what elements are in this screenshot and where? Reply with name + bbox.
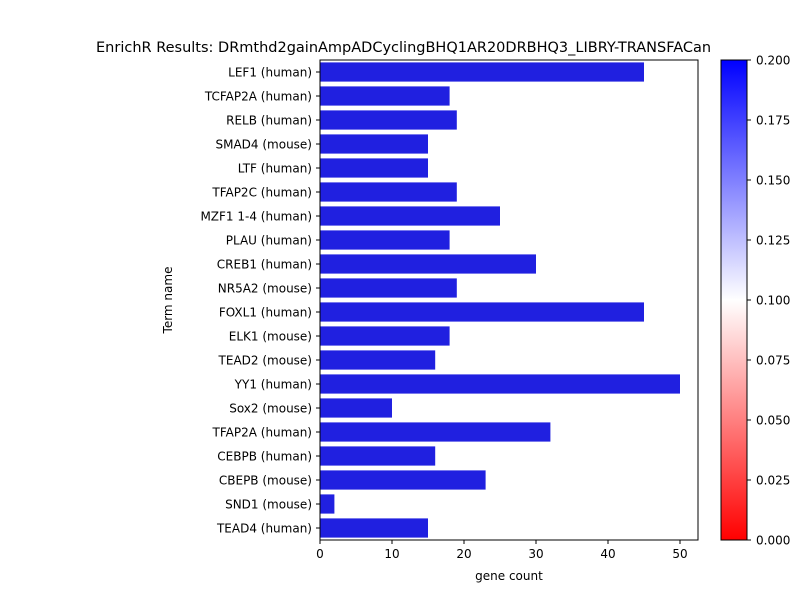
y-tick-label: Sox2 (mouse): [229, 402, 312, 416]
y-tick-label: SND1 (mouse): [225, 498, 312, 512]
y-tick-label: TEAD4 (human): [216, 522, 312, 536]
colorbar-tick-label: 0.100: [756, 294, 790, 308]
x-tick-label: 30: [528, 547, 543, 561]
bar: [320, 398, 392, 418]
colorbar-ticks: 0.000 0.025 0.050 0.075 0.100 0.125 0.150 0.175…: [747, 54, 790, 548]
bar: [320, 278, 457, 298]
plot-area: LEF1 (human) TCFAP2A (human) RELB (human) S…: [200, 59, 699, 561]
x-axis-ticks: 0 10 20 30 40 50: [316, 540, 688, 561]
x-axis-label: gene count: [475, 569, 543, 583]
bar: [320, 446, 436, 466]
y-tick-label: RELB (human): [226, 114, 312, 128]
bar: [320, 254, 536, 274]
bar: [320, 110, 457, 130]
colorbar-tick-label: 0.050: [756, 414, 790, 428]
bar: [320, 206, 500, 226]
colorbar-gradient: [720, 59, 748, 541]
bar: [320, 158, 428, 178]
colorbar-tick-label: 0.025: [756, 474, 790, 488]
colorbar-tick-label: 0.000: [756, 534, 790, 548]
colorbar-tick-label: 0.200: [756, 54, 790, 68]
colorbar-tick-label: 0.150: [756, 174, 790, 188]
y-tick-label: TFAP2A (human): [212, 426, 312, 440]
bar: [320, 134, 428, 154]
bar: [320, 86, 450, 106]
y-tick-label: MZF1 1-4 (human): [200, 210, 312, 224]
bar: [320, 518, 428, 538]
bar: [320, 470, 486, 490]
bar: [320, 302, 644, 322]
y-tick-label: CBEPB (mouse): [219, 474, 312, 488]
bar: [320, 326, 450, 346]
y-tick-label: LEF1 (human): [228, 66, 312, 80]
y-tick-label: SMAD4 (mouse): [215, 138, 312, 152]
bar: [320, 350, 436, 370]
y-tick-label: CREB1 (human): [217, 258, 312, 272]
x-tick-label: 50: [672, 547, 687, 561]
colorbar-tick-label: 0.075: [756, 354, 790, 368]
y-tick-label: CEBPB (human): [217, 450, 312, 464]
y-tick-label: NR5A2 (mouse): [218, 282, 312, 296]
bar-series: [320, 62, 680, 538]
y-tick-label: PLAU (human): [226, 234, 312, 248]
y-tick-label: FOXL1 (human): [219, 306, 312, 320]
bar: [320, 494, 335, 514]
plot-frame: [319, 59, 699, 541]
y-tick-label: ELK1 (mouse): [229, 330, 312, 344]
x-tick-label: 10: [384, 547, 399, 561]
bar: [320, 422, 551, 442]
bar: [320, 182, 457, 202]
chart-title: EnrichR Results: DRmthd2gainAmpADCycling…: [96, 40, 711, 56]
y-axis-label: Term name: [161, 267, 175, 335]
bar: [320, 62, 644, 82]
y-tick-label: YY1 (human): [234, 378, 312, 392]
x-tick-label: 20: [456, 547, 471, 561]
y-tick-label: TEAD2 (mouse): [218, 354, 312, 368]
y-tick-label: LTF (human): [238, 162, 312, 176]
colorbar-tick-label: 0.125: [756, 234, 790, 248]
colorbar-tick-label: 0.175: [756, 114, 790, 128]
y-axis-ticks: LEF1 (human) TCFAP2A (human) RELB (human) S…: [200, 66, 320, 536]
x-tick-label: 40: [600, 547, 615, 561]
colorbar: 0.000 0.025 0.050 0.075 0.100 0.125 0.150 0.175…: [720, 54, 790, 548]
y-tick-label: TCFAP2A (human): [204, 90, 312, 104]
bar: [320, 374, 680, 394]
y-tick-label: TFAP2C (human): [211, 186, 312, 200]
bar: [320, 230, 450, 250]
x-tick-label: 0: [316, 547, 324, 561]
